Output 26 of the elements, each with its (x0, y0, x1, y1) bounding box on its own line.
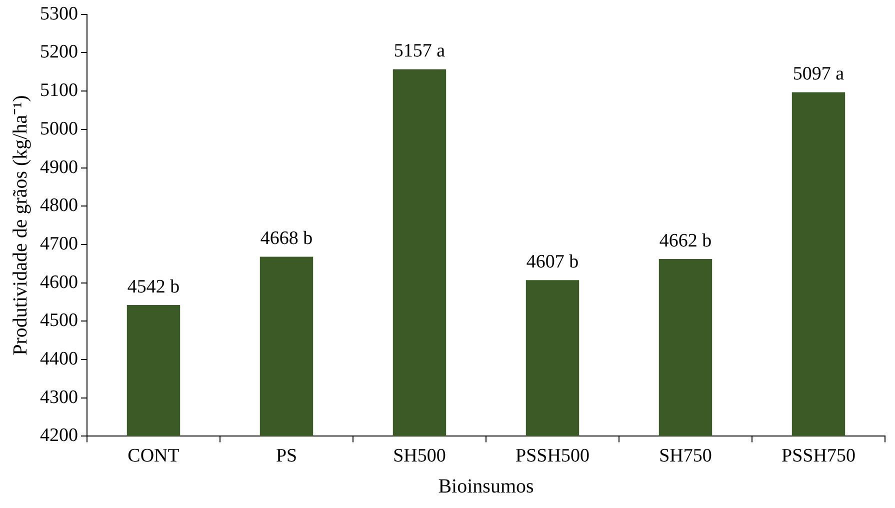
data-label: 4607 b (526, 252, 579, 273)
y-tick-label: 4300 (40, 386, 78, 408)
y-tick-label: 4500 (40, 310, 78, 332)
data-label: 5097 a (792, 64, 845, 85)
data-label: 5157 a (394, 40, 446, 62)
x-tick-label: PSSH750 (782, 446, 856, 467)
y-tick-label: 5200 (40, 42, 78, 63)
x-tick-label: PSSH500 (516, 446, 590, 467)
y-tick-label: 4900 (40, 156, 78, 178)
data-label: 4668 b (260, 228, 313, 250)
data-label: 4662 b (659, 230, 712, 252)
y-tick-label: 4800 (40, 195, 78, 216)
y-tick-label: 5300 (40, 3, 78, 24)
y-tick-label: 4200 (40, 425, 78, 446)
y-tick-label: 5000 (40, 118, 78, 140)
y-axis-title: Produtividade de grãos (kg/ha⁻¹) (9, 95, 32, 356)
x-tick-label: SH750 (659, 446, 712, 467)
x-tick-label: PS (276, 446, 298, 467)
y-tick-label: 4400 (40, 348, 78, 370)
y-tick-label: 4700 (40, 233, 78, 254)
x-tick-label: CONT (128, 446, 180, 467)
x-tick-label: SH500 (393, 446, 446, 467)
y-tick-label: 4600 (40, 272, 78, 293)
x-axis-title: Bioinsumos (438, 475, 534, 498)
data-label: 4542 b (127, 276, 180, 298)
y-tick-label: 5100 (40, 80, 78, 102)
